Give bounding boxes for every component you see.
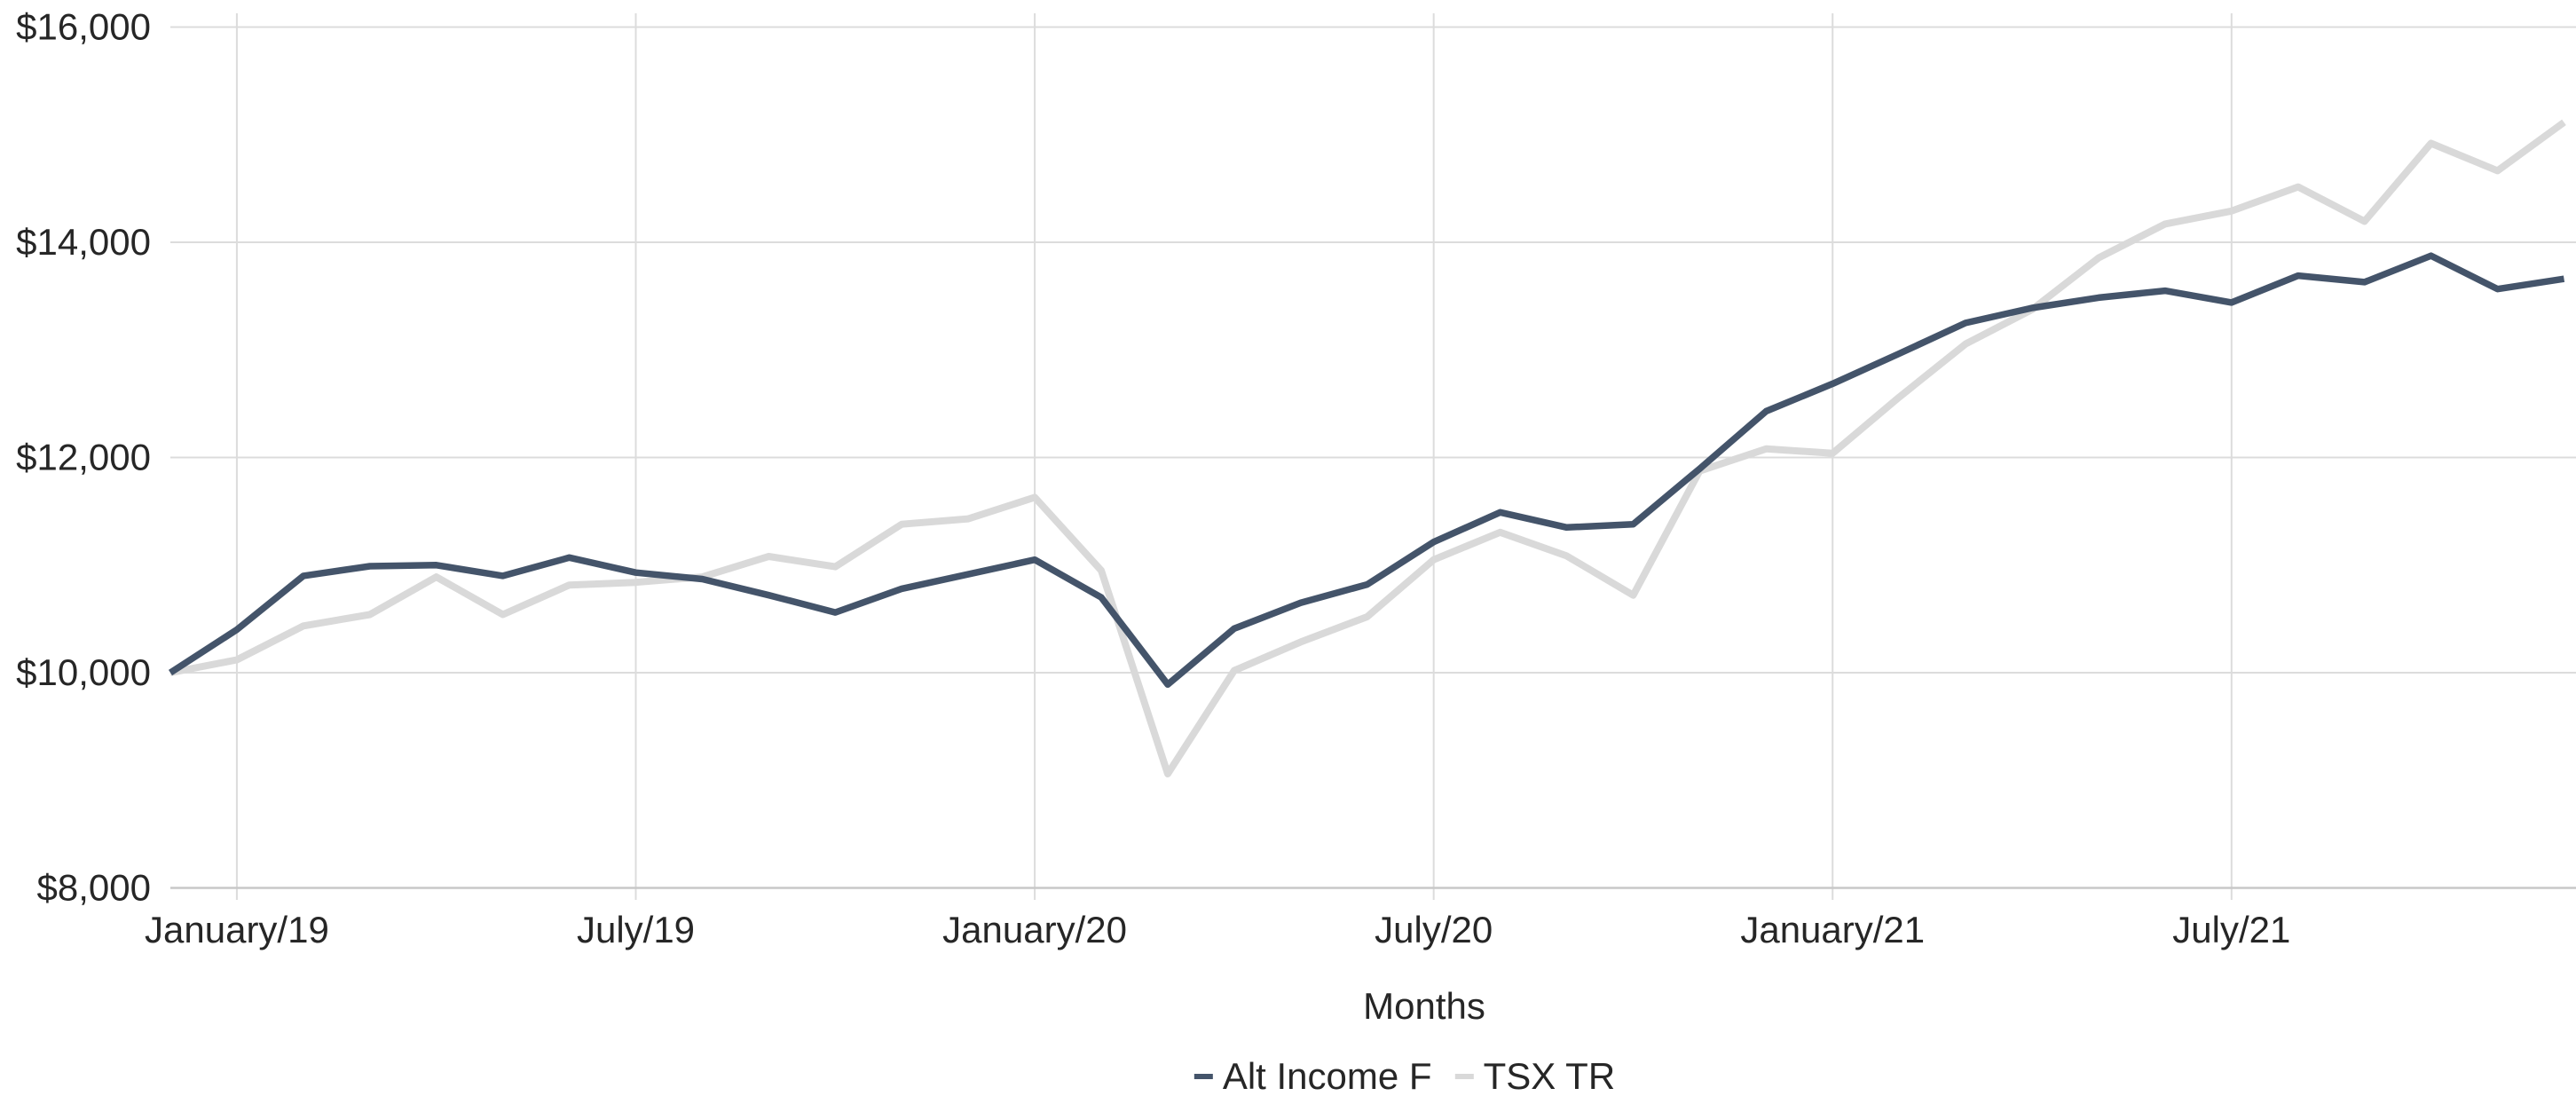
y-tick-label: $8,000	[37, 867, 151, 909]
x-tick-label: January/20	[942, 909, 1127, 950]
legend-item-tsx-tr: TSX TR	[1454, 1054, 1616, 1099]
tsx-tr-line	[169, 119, 2566, 777]
tsx-tr-dash-icon	[1454, 1074, 1474, 1079]
x-tick-label: January/19	[145, 909, 329, 950]
y-tick-label: $12,000	[16, 437, 151, 478]
legend-item-alt-income-f: Alt Income F	[1193, 1054, 1432, 1099]
x-axis-title: Months	[1363, 985, 1485, 1027]
legend-label-alt-income-f: Alt Income F	[1222, 1055, 1432, 1097]
y-tick-label: $16,000	[16, 6, 151, 48]
legend: Alt Income F TSX TR	[1193, 1054, 1616, 1099]
x-tick-label: July/21	[2172, 909, 2290, 950]
x-tick-label: July/19	[577, 909, 695, 950]
alt-income-f-line	[168, 252, 2565, 689]
alt-income-f-dash-icon	[1193, 1074, 1213, 1079]
legend-label-tsx-tr: TSX TR	[1483, 1055, 1616, 1097]
y-tick-label: $10,000	[16, 651, 151, 693]
x-tick-label: January/21	[1740, 909, 1925, 950]
y-tick-label: $14,000	[16, 221, 151, 263]
x-tick-label: July/20	[1375, 909, 1493, 950]
